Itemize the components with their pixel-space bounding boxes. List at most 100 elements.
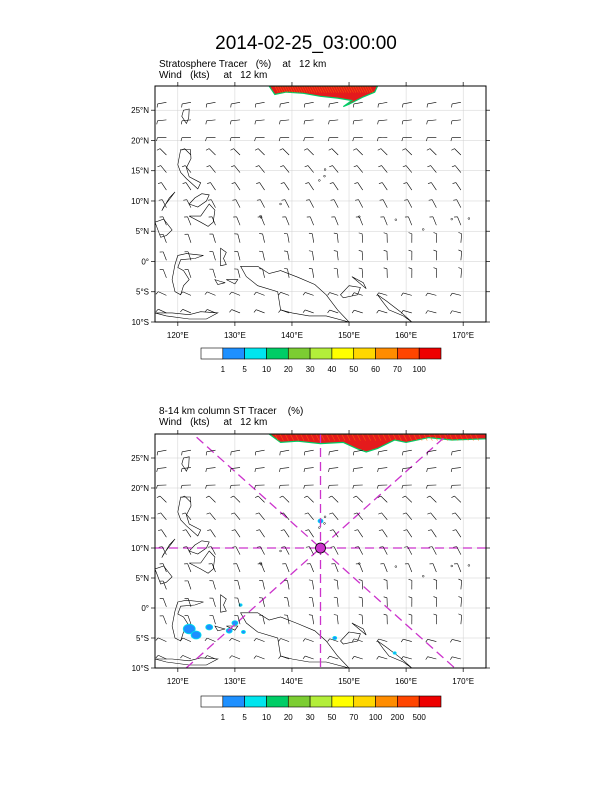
wind-barb-flag xyxy=(358,596,363,599)
coastline xyxy=(226,279,239,285)
wind-barb xyxy=(427,529,437,538)
wind-barb-staff xyxy=(280,309,290,314)
wind-barb-flag xyxy=(204,655,208,659)
wind-barb-staff xyxy=(187,580,192,590)
wind-barb-staff xyxy=(231,309,241,314)
tracer-patch xyxy=(190,630,202,640)
wind-barb-staff xyxy=(256,638,265,642)
island xyxy=(259,216,263,219)
wind-barb-staff xyxy=(329,655,339,660)
tracer-texture xyxy=(366,86,371,93)
wind-barb xyxy=(451,102,461,108)
wind-barb xyxy=(184,269,192,278)
colorbar-label: 200 xyxy=(391,713,405,722)
wind-barb xyxy=(327,292,339,296)
wind-barb-staff xyxy=(304,102,314,105)
wind-barb-flag xyxy=(450,310,453,314)
wind-barb-staff xyxy=(457,563,462,573)
wind-barb xyxy=(159,615,167,625)
colorbar-cell xyxy=(397,347,420,360)
x-tick-label: 150°E xyxy=(338,677,360,686)
wind-barb-flag xyxy=(358,232,363,235)
tracer-texture xyxy=(306,86,311,93)
wind-barb-staff xyxy=(210,529,216,538)
wind-barb-flag xyxy=(207,529,211,531)
y-tick-label: 0° xyxy=(141,257,149,266)
wind-barb xyxy=(305,546,314,555)
wind-barb-staff xyxy=(237,598,241,607)
wind-barb-staff xyxy=(408,563,413,573)
tracer-patch xyxy=(205,624,214,631)
wind-barb-staff xyxy=(403,638,412,642)
wind-barb-staff xyxy=(231,467,241,469)
wind-barb-staff xyxy=(256,291,265,296)
tracer-texture xyxy=(418,434,423,441)
wind-barb xyxy=(279,148,290,156)
wind-barb-staff xyxy=(287,251,290,261)
wind-barb-flag xyxy=(329,529,334,531)
coastline xyxy=(181,456,190,472)
wind-barb-staff xyxy=(237,233,241,243)
colorbar-cell xyxy=(200,695,224,708)
wind-barb xyxy=(254,137,265,142)
wind-barb-staff xyxy=(406,182,413,191)
tracer-texture xyxy=(323,86,328,93)
wind-barb-staff xyxy=(357,529,363,538)
wind-barb xyxy=(330,546,339,555)
wind-barb-flag xyxy=(308,268,313,270)
wind-barb-staff xyxy=(162,598,167,607)
wind-barb xyxy=(180,637,192,642)
wind-barb xyxy=(156,467,167,473)
wind-barb xyxy=(328,495,339,503)
wind-barb-staff xyxy=(255,119,265,122)
tracer-texture xyxy=(433,434,438,441)
wind-barb xyxy=(180,291,192,296)
wind-barb-staff xyxy=(429,148,437,156)
wind-barb-staff xyxy=(381,512,388,520)
wind-barb xyxy=(401,467,412,473)
wind-barb-flag xyxy=(254,120,256,125)
wind-barb xyxy=(453,199,462,208)
tracer-texture xyxy=(459,434,464,441)
wind-barb-staff xyxy=(361,268,364,278)
coastline xyxy=(171,599,204,642)
colorbar-label: 20 xyxy=(284,713,293,722)
wind-barb-staff xyxy=(329,292,339,296)
wind-barb-flag xyxy=(355,546,359,548)
wind-barb xyxy=(327,484,339,489)
wind-barb-flag xyxy=(327,655,330,660)
wind-barb-flag xyxy=(377,468,379,473)
wind-barb-flag xyxy=(426,485,428,489)
wind-barb-staff xyxy=(361,597,364,607)
tracer-texture xyxy=(336,434,341,441)
wind-barb-flag xyxy=(352,120,355,125)
wind-barb xyxy=(383,579,388,590)
wind-barb xyxy=(400,310,412,314)
colorbar-cell xyxy=(222,695,245,708)
wind-barb-staff xyxy=(161,182,167,191)
wind-barb-staff xyxy=(312,251,314,261)
wind-barb xyxy=(402,449,412,456)
wind-barb-staff xyxy=(284,546,290,555)
wind-barb-flag xyxy=(280,182,285,184)
wind-barb-staff xyxy=(403,656,412,660)
wind-barb-flag xyxy=(158,199,163,201)
wind-barb-staff xyxy=(454,165,462,173)
tracer-texture xyxy=(428,434,433,441)
wind-barb xyxy=(278,291,290,296)
wind-barb-flag xyxy=(253,655,257,659)
wind-barb-staff xyxy=(336,268,339,278)
wind-barb xyxy=(279,449,290,456)
wind-barb xyxy=(229,637,241,642)
tracer-texture xyxy=(387,434,392,441)
wind-barb xyxy=(254,449,265,456)
island xyxy=(259,563,263,566)
wind-barb-staff xyxy=(285,563,290,573)
wind-barb-flag xyxy=(458,267,462,270)
wind-barb-staff xyxy=(187,598,192,607)
wind-barb-staff xyxy=(231,119,241,122)
wind-barb-flag xyxy=(230,468,232,473)
wind-barb xyxy=(157,165,167,173)
wind-barb-flag xyxy=(155,637,159,641)
wind-barb xyxy=(352,467,363,473)
